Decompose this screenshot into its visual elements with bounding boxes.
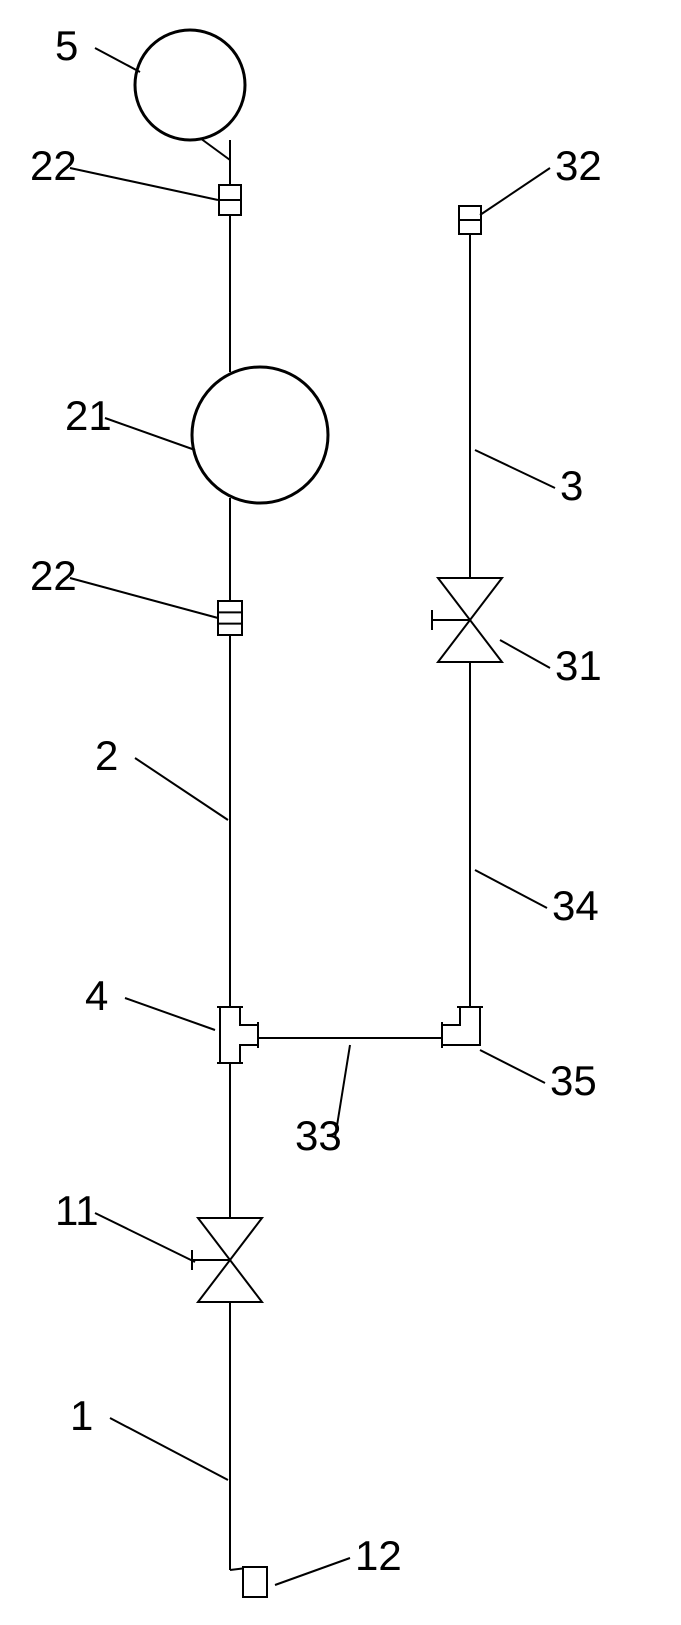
label-1: 1 (70, 1392, 93, 1439)
leader-line (125, 998, 215, 1030)
label-12: 12 (355, 1532, 402, 1579)
label-11: 11 (55, 1187, 99, 1234)
connector-22-lower (218, 601, 242, 635)
leader-line (275, 1558, 350, 1585)
leader-line (70, 578, 218, 618)
label-21: 21 (65, 392, 112, 439)
label-22: 22 (30, 142, 77, 189)
leader-line (475, 870, 547, 908)
circle-top (135, 30, 245, 140)
tee-fitting (220, 1007, 258, 1063)
label-2: 2 (95, 732, 118, 779)
label-31: 31 (555, 642, 602, 689)
label-22: 22 (30, 552, 77, 599)
circle-mid (192, 367, 328, 503)
label-33: 33 (295, 1112, 342, 1159)
label-32: 32 (555, 142, 602, 189)
leader-line (95, 48, 140, 72)
leader-line (135, 758, 228, 820)
leader-line (480, 168, 550, 215)
label-3: 3 (560, 462, 583, 509)
leader-line (475, 450, 555, 488)
connector-12 (243, 1567, 267, 1597)
label-5: 5 (55, 22, 78, 69)
leader-line (105, 418, 195, 450)
leader-line (70, 168, 218, 200)
label-35: 35 (550, 1057, 597, 1104)
label-4: 4 (85, 972, 108, 1019)
leader-line (500, 640, 550, 668)
elbow-fitting (442, 1007, 480, 1045)
leader-line (480, 1050, 545, 1083)
label-34: 34 (552, 882, 599, 929)
leader-line (95, 1213, 195, 1262)
leader-line (110, 1418, 228, 1480)
